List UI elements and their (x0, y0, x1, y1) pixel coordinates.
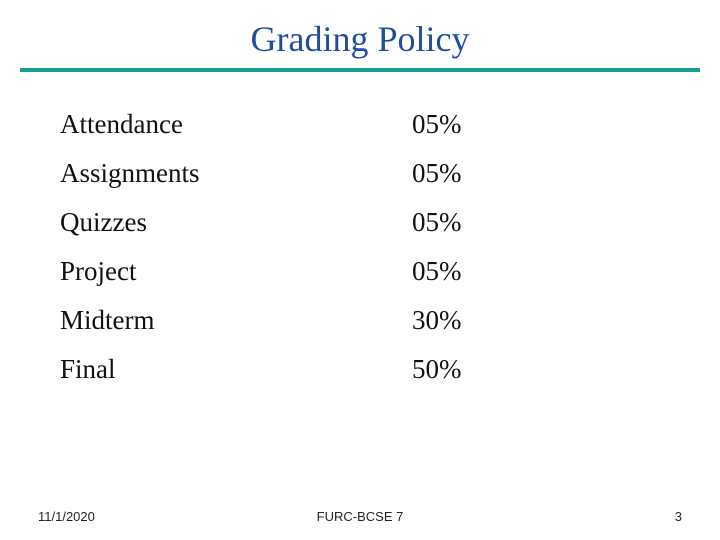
grade-label: Assignments (60, 149, 402, 198)
table-row: Attendance 05% (60, 100, 660, 149)
table-row: Assignments 05% (60, 149, 660, 198)
footer-date: 11/1/2020 (38, 509, 95, 524)
table-row: Project 05% (60, 247, 660, 296)
grade-label: Final (60, 345, 402, 394)
grade-value: 05% (402, 247, 660, 296)
grade-label: Quizzes (60, 198, 402, 247)
grading-table: Attendance 05% Assignments 05% Quizzes 0… (60, 100, 660, 394)
grade-label: Project (60, 247, 402, 296)
slide: Grading Policy Attendance 05% Assignment… (0, 0, 720, 540)
table-row: Midterm 30% (60, 296, 660, 345)
table-row: Quizzes 05% (60, 198, 660, 247)
footer-center: FURC-BCSE 7 (38, 509, 682, 524)
footer-page-number: 3 (675, 509, 682, 524)
grade-label: Midterm (60, 296, 402, 345)
grade-value: 05% (402, 100, 660, 149)
grade-value: 05% (402, 149, 660, 198)
footer: 11/1/2020 FURC-BCSE 7 3 (0, 509, 720, 524)
page-title: Grading Policy (0, 0, 720, 68)
content-area: Attendance 05% Assignments 05% Quizzes 0… (0, 72, 720, 394)
grade-label: Attendance (60, 100, 402, 149)
grade-value: 05% (402, 198, 660, 247)
grade-value: 50% (402, 345, 660, 394)
table-row: Final 50% (60, 345, 660, 394)
grade-value: 30% (402, 296, 660, 345)
